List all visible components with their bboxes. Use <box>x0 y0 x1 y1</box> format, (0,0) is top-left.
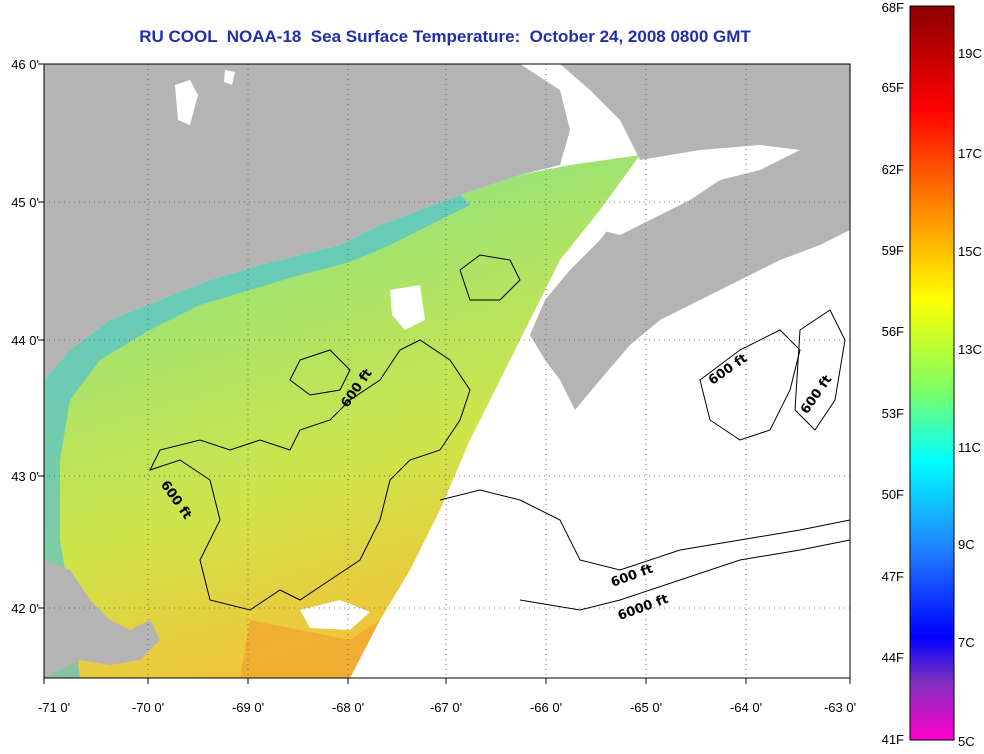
cb-c-19: 19C <box>958 46 982 61</box>
lon-label-63: -63 0' <box>823 700 857 715</box>
lat-label-46: 46 0' <box>11 57 39 72</box>
bay-of-fundy <box>600 145 800 235</box>
colorbar <box>909 5 955 741</box>
map-title: RU COOL NOAA-18 Sea Surface Temperature:… <box>139 27 751 46</box>
cb-f-65: 65F <box>881 80 904 95</box>
cb-f-47: 47F <box>881 569 904 584</box>
lon-label-65: -65 0' <box>629 700 663 715</box>
lat-label-45: 45 0' <box>11 195 39 210</box>
cb-f-59: 59F <box>881 243 904 258</box>
lat-label-42: 42 0' <box>11 601 39 616</box>
cb-c-5: 5C <box>958 734 975 749</box>
cloud-gap-2 <box>300 600 370 630</box>
ticks <box>38 63 851 684</box>
cb-f-56: 56F <box>881 324 904 339</box>
cb-f-62: 62F <box>881 162 904 177</box>
lon-label-64: -64 0' <box>729 700 763 715</box>
depth-contours <box>149 254 850 611</box>
cb-c-17: 17C <box>958 146 982 161</box>
lat-label-44: 44 0' <box>11 333 39 348</box>
cloud-gap <box>390 285 425 330</box>
cold-coastal-band <box>44 195 470 678</box>
lon-label-67: -67 0' <box>429 700 463 715</box>
island-1 <box>175 80 198 125</box>
lon-label-66: -66 0' <box>529 700 563 715</box>
lon-label-70: -70 0' <box>131 700 165 715</box>
cb-f-68: 68F <box>881 0 904 15</box>
land-new-england <box>44 64 570 380</box>
map-border <box>43 63 851 679</box>
cb-f-53: 53F <box>881 406 904 421</box>
cb-f-44: 44F <box>881 650 904 665</box>
cb-c-7: 7C <box>958 635 975 650</box>
lon-label-71: -71 0' <box>37 700 71 715</box>
land-cape-cod <box>44 560 160 678</box>
cb-c-15: 15C <box>958 244 982 259</box>
cb-f-41: 41F <box>881 732 904 747</box>
lat-label-43: 43 0' <box>11 469 39 484</box>
lon-label-68: -68 0' <box>331 700 365 715</box>
warm-patch <box>240 620 380 678</box>
sst-swath <box>44 155 640 678</box>
cb-f-50: 50F <box>881 487 904 502</box>
cb-c-11: 11C <box>958 440 981 455</box>
lon-label-69: -69 0' <box>231 700 265 715</box>
cb-c-13: 13C <box>958 342 982 357</box>
island-2 <box>224 70 235 85</box>
cb-c-9: 9C <box>958 537 975 552</box>
